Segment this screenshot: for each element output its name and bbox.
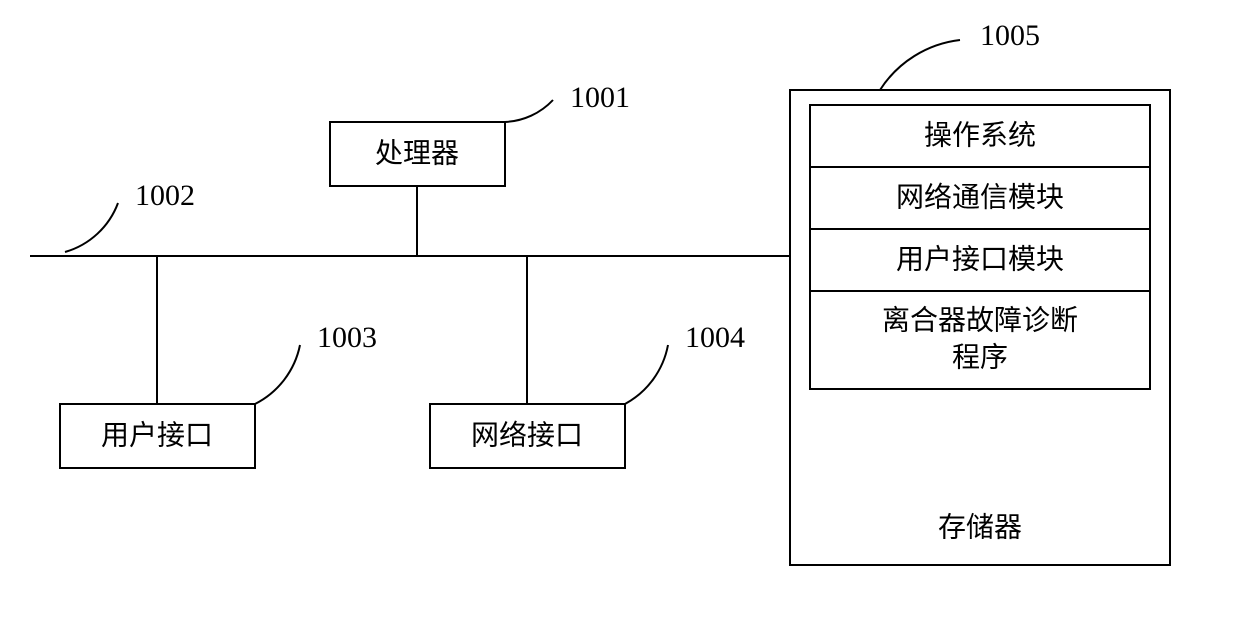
user-interface-text: 用户接口 [101, 419, 213, 451]
leader-1001 [505, 100, 553, 122]
label-1002: 1002 [135, 179, 195, 212]
processor-block: 处理器 1001 [330, 81, 630, 256]
processor-text: 处理器 [375, 137, 459, 169]
memory-row-userif: 用户接口模块 [810, 229, 1150, 291]
memory-row-clutch-diag: 离合器故障诊断 程序 [810, 291, 1150, 389]
network-interface-text: 网络接口 [471, 419, 583, 451]
bus-label-block: 1002 [65, 179, 195, 252]
memory-row-netcomm: 网络通信模块 [810, 167, 1150, 229]
leader-1005 [880, 40, 960, 90]
label-1003: 1003 [317, 321, 377, 354]
memory-title: 存储器 [938, 511, 1022, 543]
label-1005: 1005 [980, 19, 1040, 52]
svg-text:程序: 程序 [952, 341, 1008, 373]
system-block-diagram: 处理器 1001 用户接口 1003 网络接口 1004 1002 操作系统 网 [0, 0, 1239, 623]
memory-row-os: 操作系统 [810, 105, 1150, 167]
svg-text:用户接口模块: 用户接口模块 [896, 243, 1064, 275]
label-1004: 1004 [685, 321, 745, 354]
user-interface-block: 用户接口 1003 [60, 256, 377, 468]
network-interface-block: 网络接口 1004 [430, 256, 745, 468]
leader-1004 [625, 345, 668, 404]
leader-1002 [65, 203, 118, 252]
svg-text:离合器故障诊断: 离合器故障诊断 [882, 304, 1078, 336]
label-1001: 1001 [570, 81, 630, 114]
memory-block: 操作系统 网络通信模块 用户接口模块 离合器故障诊断 程序 存储器 1005 [790, 19, 1170, 565]
svg-text:网络通信模块: 网络通信模块 [896, 181, 1064, 213]
leader-1003 [255, 345, 300, 404]
svg-text:操作系统: 操作系统 [924, 119, 1036, 151]
